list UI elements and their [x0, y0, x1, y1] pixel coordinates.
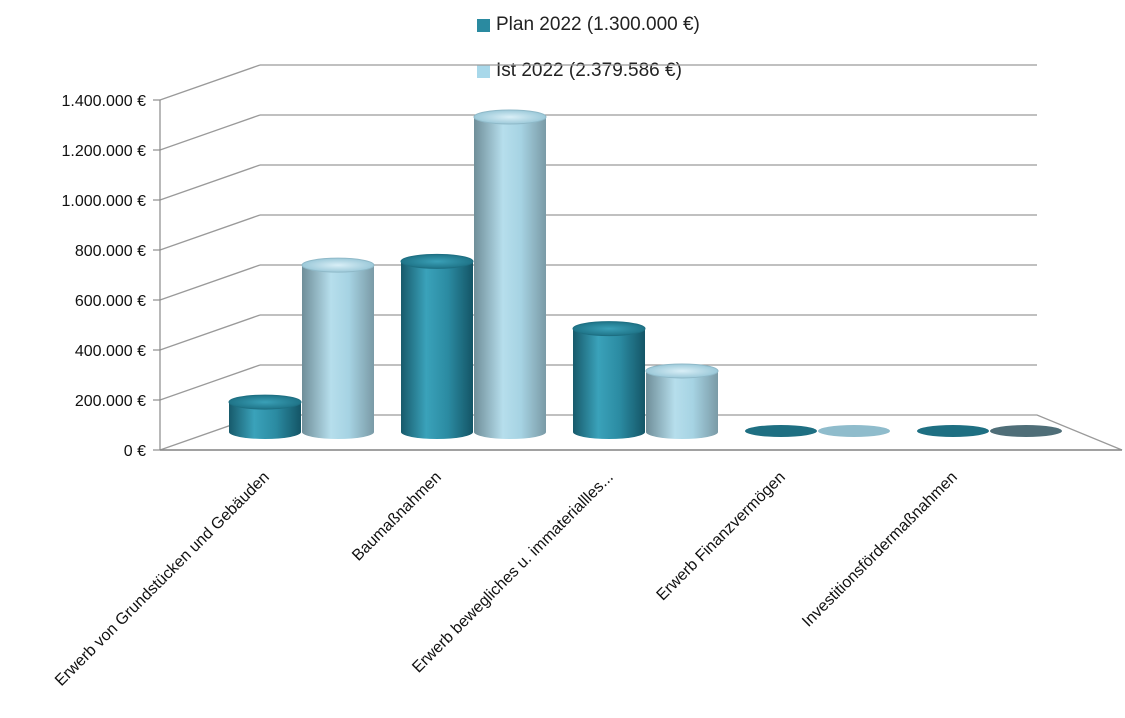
y-tick-label: 800.000 €	[75, 243, 146, 260]
bar-top	[400, 253, 474, 269]
legend-label-plan: Plan 2022 (1.300.000 €)	[496, 14, 700, 35]
bar-ist-0	[301, 257, 375, 439]
y-tick-label: 0 €	[124, 443, 146, 460]
bar-flat-disc	[917, 425, 989, 437]
bar-plan-4	[917, 425, 989, 437]
y-tick-label: 600.000 €	[75, 293, 146, 310]
bar-ist-4	[990, 425, 1062, 437]
bar-top	[301, 257, 375, 273]
bar-plan-0	[228, 394, 302, 439]
bar-flat-disc	[745, 425, 817, 437]
y-tick-label: 400.000 €	[75, 343, 146, 360]
y-tick-label: 1.200.000 €	[61, 143, 146, 160]
bar-top	[228, 394, 302, 410]
side-gridline	[159, 314, 261, 351]
x-category-label: Erwerb bewegliches u. immateriallles...	[409, 469, 617, 677]
bar-top	[572, 321, 646, 337]
bar-body	[302, 265, 374, 439]
legend-item-plan: Plan 2022 (1.300.000 €)	[477, 14, 700, 36]
bar-plan-3	[745, 425, 817, 437]
bar-body	[474, 117, 546, 439]
bar-body	[229, 402, 301, 439]
side-gridline	[159, 264, 261, 301]
side-gridline	[159, 114, 261, 151]
bar-plan-2	[572, 321, 646, 439]
y-tick-label: 1.400.000 €	[61, 93, 146, 110]
bar-body	[401, 261, 473, 439]
x-category-label: Baumaßnahmen	[349, 469, 445, 565]
bar-top	[473, 109, 547, 125]
side-gridline	[159, 214, 261, 251]
bar-ist-1	[473, 109, 547, 439]
x-category-label: Investitionsfördermaßnahmen	[799, 469, 961, 631]
legend-swatch-plan	[477, 18, 490, 32]
bar-plan-1	[400, 253, 474, 439]
x-category-label: Erwerb Finanzvermögen	[654, 469, 789, 604]
bar-top	[645, 363, 719, 379]
bar-flat-disc	[990, 425, 1062, 437]
legend-swatch-ist	[477, 64, 490, 78]
bar-ist-3	[818, 425, 890, 437]
side-gridline	[159, 64, 261, 101]
x-category-label: Erwerb von Grundstücken und Gebäuden	[52, 469, 273, 690]
y-tick-label: 1.000.000 €	[61, 193, 146, 210]
bar-ist-2	[645, 363, 719, 439]
side-gridline	[159, 164, 261, 201]
side-gridline	[159, 364, 261, 401]
bar-body	[646, 370, 718, 439]
y-tick-label: 200.000 €	[75, 393, 146, 410]
bar-body	[573, 328, 645, 439]
bar-flat-disc	[818, 425, 890, 437]
